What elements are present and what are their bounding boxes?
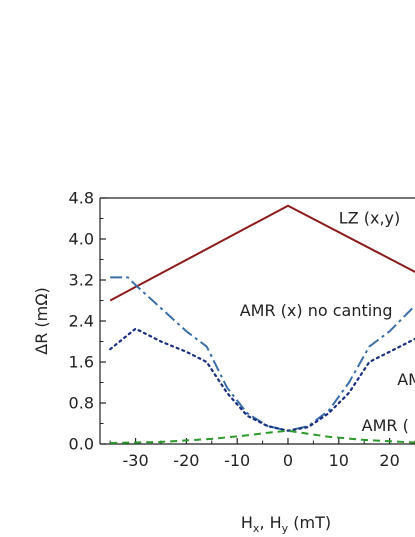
x-tick-label: -10 — [224, 451, 250, 470]
y-tick-label: 3.2 — [69, 271, 94, 290]
x-axis-title: Hx, Hy (mT) — [241, 513, 331, 535]
x-axis-title-unit: (mT) — [288, 513, 331, 532]
y-axis-title: ΔR (mΩ) — [32, 287, 51, 354]
x-tick-label: 10 — [329, 451, 349, 470]
annotation-2: AMR (x) no canting — [240, 301, 393, 320]
y-tick-label: 4.8 — [69, 189, 94, 208]
series-line-2 — [110, 276, 415, 432]
annotation-3: AM — [397, 370, 415, 389]
x-axis-title-mid: , H — [259, 513, 281, 532]
y-tick-label: 0.0 — [69, 435, 94, 454]
annotation-1: LZ (x,y) — [339, 209, 400, 228]
y-tick-label: 0.8 — [69, 394, 94, 413]
y-tick-label: 4.0 — [69, 230, 94, 249]
annotation-4: AMR ( — [362, 416, 409, 435]
series-layer — [109, 204, 415, 444]
x-axis-title-sub1: x — [253, 522, 260, 535]
x-axis-title-h1: H — [241, 513, 253, 532]
x-ticks: -30 -20 -10 0 10 20 — [109, 438, 415, 470]
x-tick-label: 0 — [283, 451, 293, 470]
x-tick-label: -30 — [122, 451, 148, 470]
series-line-4 — [110, 429, 415, 444]
y-tick-label: 2.4 — [69, 312, 94, 331]
annotations: LZ (x,y) AMR (x) no canting AM AMR ( — [240, 209, 415, 436]
x-tick-label: -20 — [173, 451, 199, 470]
x-axis-title-sub2: y — [282, 522, 289, 535]
y-tick-label: 1.6 — [69, 353, 94, 372]
series-line-1 — [109, 204, 415, 302]
x-tick-label: 20 — [379, 451, 399, 470]
y-ticks: 0.0 0.8 1.6 2.4 3.2 4.0 4.8 — [69, 189, 106, 454]
